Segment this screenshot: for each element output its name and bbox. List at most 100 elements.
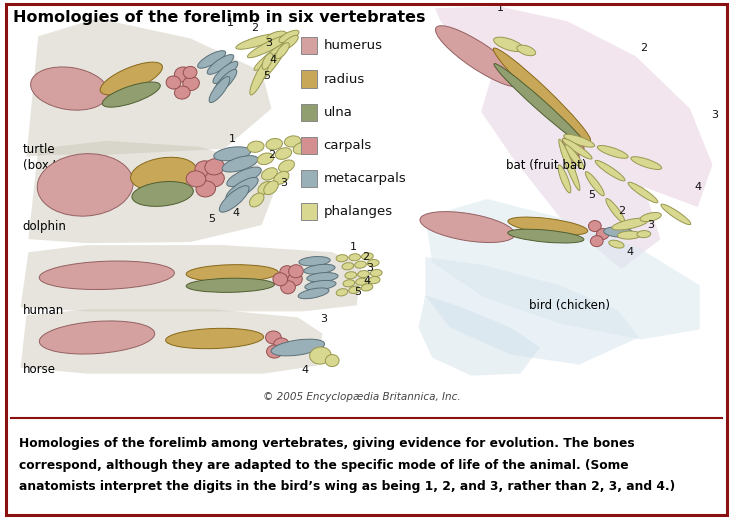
Text: 2: 2: [641, 44, 647, 53]
Ellipse shape: [595, 160, 625, 181]
Ellipse shape: [262, 168, 277, 180]
Ellipse shape: [248, 141, 264, 153]
Ellipse shape: [494, 63, 586, 146]
Ellipse shape: [336, 255, 348, 262]
Ellipse shape: [309, 347, 331, 364]
Ellipse shape: [280, 266, 295, 279]
Ellipse shape: [345, 272, 357, 279]
Text: 4: 4: [694, 182, 701, 192]
Text: 4: 4: [232, 208, 240, 218]
Text: bat (fruit bat): bat (fruit bat): [506, 159, 586, 172]
Ellipse shape: [349, 254, 361, 261]
Ellipse shape: [355, 261, 366, 268]
Ellipse shape: [205, 159, 224, 175]
Ellipse shape: [307, 272, 338, 282]
Ellipse shape: [273, 171, 289, 184]
Text: phalanges: phalanges: [323, 205, 392, 218]
Ellipse shape: [493, 48, 591, 141]
Ellipse shape: [186, 278, 274, 292]
Text: human: human: [23, 304, 64, 317]
Ellipse shape: [281, 281, 295, 294]
Ellipse shape: [608, 240, 624, 248]
Ellipse shape: [562, 139, 592, 159]
Ellipse shape: [267, 31, 287, 41]
FancyBboxPatch shape: [301, 170, 317, 187]
Ellipse shape: [299, 256, 330, 266]
Ellipse shape: [130, 157, 196, 190]
Ellipse shape: [508, 229, 584, 243]
Ellipse shape: [37, 154, 133, 216]
Polygon shape: [21, 309, 323, 374]
Ellipse shape: [205, 171, 224, 187]
Ellipse shape: [640, 212, 661, 222]
Text: 1: 1: [226, 18, 234, 29]
Ellipse shape: [236, 34, 279, 49]
Ellipse shape: [589, 221, 601, 231]
Ellipse shape: [226, 177, 258, 200]
Ellipse shape: [214, 70, 237, 93]
Text: 4: 4: [270, 56, 277, 65]
Ellipse shape: [562, 136, 576, 148]
Text: 1: 1: [350, 242, 357, 252]
Ellipse shape: [631, 157, 662, 170]
Text: 2: 2: [362, 252, 369, 262]
Ellipse shape: [370, 269, 382, 277]
Ellipse shape: [606, 199, 625, 223]
Ellipse shape: [262, 53, 273, 70]
Text: carpals: carpals: [323, 139, 372, 152]
Ellipse shape: [558, 165, 571, 193]
Polygon shape: [21, 245, 361, 311]
Ellipse shape: [40, 321, 155, 354]
Text: 4: 4: [301, 365, 309, 375]
Ellipse shape: [195, 161, 215, 177]
Polygon shape: [425, 257, 639, 364]
Ellipse shape: [257, 153, 273, 165]
Text: radius: radius: [323, 73, 364, 86]
Ellipse shape: [564, 134, 594, 147]
Ellipse shape: [267, 345, 282, 358]
Text: humerus: humerus: [323, 39, 383, 52]
Ellipse shape: [586, 172, 604, 196]
Ellipse shape: [559, 139, 580, 190]
Ellipse shape: [276, 148, 292, 159]
Ellipse shape: [597, 145, 628, 158]
Ellipse shape: [100, 62, 163, 95]
Ellipse shape: [368, 277, 380, 284]
Ellipse shape: [183, 76, 199, 91]
FancyBboxPatch shape: [301, 71, 317, 88]
Polygon shape: [26, 18, 271, 157]
Polygon shape: [481, 78, 660, 269]
Ellipse shape: [435, 26, 523, 87]
Ellipse shape: [266, 139, 282, 149]
FancyBboxPatch shape: [301, 104, 317, 120]
Ellipse shape: [661, 204, 690, 225]
Ellipse shape: [249, 193, 264, 207]
Ellipse shape: [325, 354, 339, 366]
Polygon shape: [425, 199, 700, 339]
Ellipse shape: [31, 67, 108, 110]
Text: 3: 3: [711, 110, 718, 120]
Ellipse shape: [343, 280, 355, 287]
Text: bird (chicken): bird (chicken): [529, 299, 610, 312]
Ellipse shape: [279, 30, 299, 43]
Polygon shape: [29, 141, 276, 243]
Ellipse shape: [349, 286, 361, 293]
Ellipse shape: [214, 147, 251, 161]
Ellipse shape: [361, 284, 373, 291]
Ellipse shape: [336, 289, 348, 296]
Text: 3: 3: [647, 220, 655, 230]
Ellipse shape: [209, 76, 230, 103]
Text: 4: 4: [364, 276, 371, 286]
Ellipse shape: [305, 280, 336, 290]
Ellipse shape: [617, 231, 641, 239]
Ellipse shape: [273, 338, 289, 351]
Text: dolphin: dolphin: [23, 220, 67, 233]
Ellipse shape: [226, 167, 261, 187]
Ellipse shape: [174, 67, 192, 82]
Ellipse shape: [298, 288, 329, 299]
Text: Homologies of the forelimb among vertebrates, giving evidence for evolution. The: Homologies of the forelimb among vertebr…: [18, 438, 634, 450]
Polygon shape: [419, 295, 540, 376]
Ellipse shape: [183, 66, 197, 78]
Ellipse shape: [222, 156, 258, 172]
Text: anatomists interpret the digits in the bird’s wing as being 1, 2, and 3, rather : anatomists interpret the digits in the b…: [18, 480, 674, 493]
